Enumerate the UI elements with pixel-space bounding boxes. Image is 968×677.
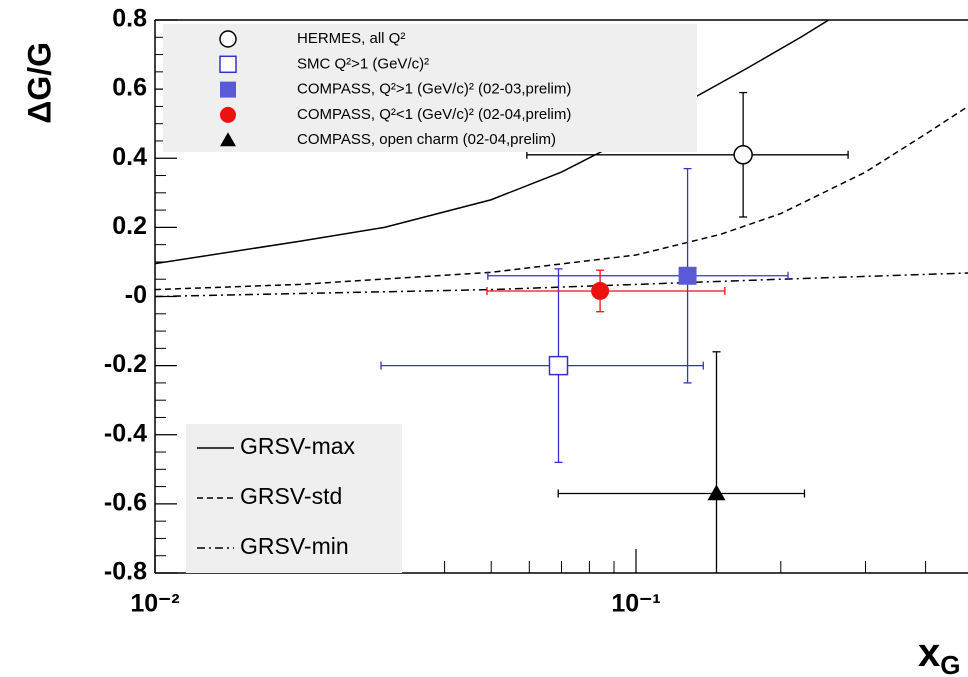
y-tick-label: 0.8 (112, 5, 147, 33)
legend-label: GRSV-min (240, 533, 349, 559)
y-axis-label: ΔG/G (21, 42, 57, 124)
legend-marker (220, 132, 236, 147)
x-label-sub: G (940, 650, 960, 677)
legend-label: GRSV-std (240, 483, 342, 509)
legend-box (163, 24, 697, 152)
legend-marker (220, 106, 236, 123)
data-point (707, 484, 726, 501)
legend-marker (219, 55, 237, 74)
x-label-main: x (918, 631, 940, 675)
y-tick-label: -0.6 (104, 488, 147, 516)
y-tick-label: -0.4 (104, 419, 147, 447)
data-point (548, 355, 569, 376)
data-point (591, 281, 610, 300)
plot-area (155, 20, 968, 573)
legend-label: COMPASS, Q²>1 (GeV/c)² (02-03,prelim) (297, 81, 571, 98)
data-point (678, 266, 697, 285)
theory-curve (155, 272, 968, 298)
legend-label: SMC Q²>1 (GeV/c)² (297, 55, 429, 72)
x-tick-label: 10⁻¹ (611, 590, 660, 618)
legend-label: HERMES, all Q² (297, 30, 405, 47)
y-tick-label: -0.2 (104, 350, 147, 378)
legend-label: GRSV-max (240, 433, 356, 459)
y-tick-label: -0 (125, 281, 147, 309)
y-tick-label: 0.2 (112, 212, 147, 240)
legend-marker (220, 81, 236, 98)
legend-label: COMPASS, open charm (02-04,prelim) (297, 131, 556, 148)
x-axis-label: xG (918, 631, 960, 677)
theory-curve (155, 20, 831, 265)
x-tick-label: 10⁻² (130, 590, 179, 618)
legend-label: COMPASS, Q²<1 (GeV/c)² (02-04,prelim) (297, 106, 571, 123)
y-tick-label: -0.8 (104, 558, 147, 586)
theory-curve (155, 105, 968, 291)
y-tick-label: 0.4 (112, 143, 147, 171)
y-tick-label: 0.6 (112, 74, 147, 102)
legend-marker (219, 30, 237, 48)
data-point (733, 145, 753, 165)
